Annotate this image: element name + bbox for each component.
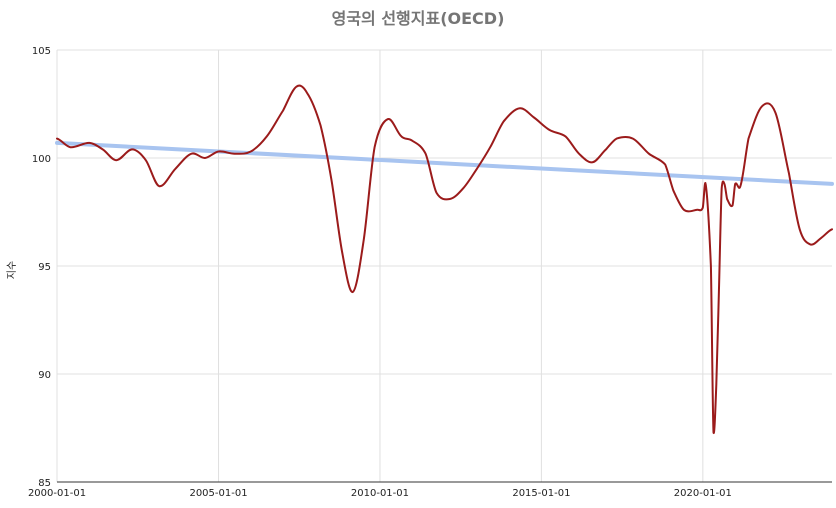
- x-tick-label: 2000-01-01: [28, 488, 86, 499]
- y-tick-label: 95: [38, 262, 51, 273]
- x-tick-label: 2005-01-01: [189, 488, 247, 499]
- y-tick-label: 105: [32, 46, 51, 57]
- series-line: [56, 84, 833, 434]
- x-axis-ticks: 2000-01-01 2005-01-01 2010-01-01 2015-01-01…: [28, 488, 732, 499]
- x-tick-label: 2020-01-01: [674, 488, 732, 499]
- y-tick-label: 85: [38, 478, 51, 489]
- y-tick-label: 90: [38, 370, 51, 381]
- x-tick-label: 2010-01-01: [351, 488, 409, 499]
- y-axis-ticks: 85 90 95 100 105: [32, 46, 51, 489]
- chart-title: 영국의 선행지표(OECD): [332, 9, 505, 28]
- x-tick-label: 2015-01-01: [512, 488, 570, 499]
- y-tick-label: 100: [32, 154, 51, 165]
- trend-line: [55, 140, 834, 186]
- y-axis-label: 지수: [6, 261, 18, 279]
